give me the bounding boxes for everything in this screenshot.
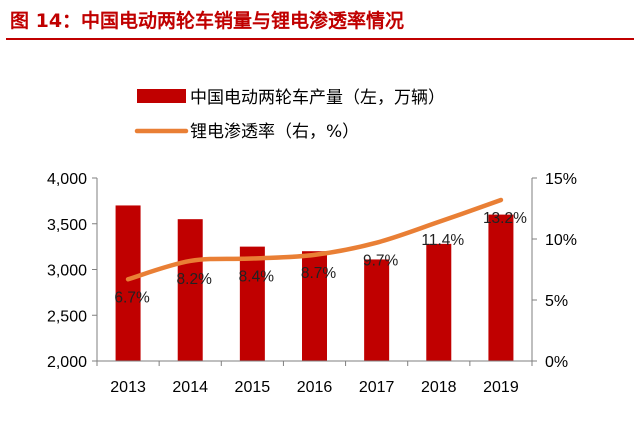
left-tick-label: 4,000 [47, 171, 87, 188]
data-label-2014: 8.2% [177, 271, 213, 288]
penetration-line [125, 197, 504, 282]
bar-2017 [364, 259, 390, 361]
data-label-2018: 11.4% [421, 232, 464, 249]
left-tick-label: 2,500 [47, 308, 87, 325]
bar-2016 [302, 251, 327, 361]
title-underline [6, 38, 634, 40]
bar-2013 [115, 205, 141, 361]
right-tick-label: 0% [545, 354, 568, 371]
right-tick-label: 10% [545, 232, 577, 249]
x-tick-label: 2013 [110, 379, 146, 396]
left-tick-label: 2,000 [47, 354, 87, 371]
x-tick-label: 2018 [421, 379, 457, 396]
data-label-2016: 8.7% [301, 265, 337, 282]
x-tick-label: 2017 [359, 379, 395, 396]
x-tick-label: 2014 [172, 379, 208, 396]
data-label-2015: 8.4% [239, 269, 275, 286]
legend-label-bar: 中国电动两轮车产量（左，万辆） [190, 88, 445, 108]
x-tick-label: 2019 [483, 379, 519, 396]
right-tick-label: 5% [545, 293, 568, 310]
x-tick-label: 2016 [297, 379, 333, 396]
data-label-2017: 9.7% [363, 253, 399, 270]
bar-2014 [177, 219, 203, 361]
axes: 2,000 2,500 3,000 3,500 4,000 0% 5% 10% 15% 2013 2… [47, 171, 577, 396]
legend: 中国电动两轮车产量（左，万辆） 锂电渗透率（右，%） [134, 88, 445, 142]
bar-2019 [488, 214, 514, 361]
right-tick-label: 15% [545, 171, 577, 188]
bar-series [115, 205, 514, 361]
figure-title: 图 14：中国电动两轮车销量与锂电渗透率情况 [10, 10, 405, 32]
left-tick-label: 3,500 [47, 217, 87, 234]
legend-swatch-bar [137, 89, 186, 103]
line-series [125, 197, 504, 282]
data-labels: 6.7% 8.2% 8.4% 8.7% 9.7% 11.4% 13.2% [114, 210, 527, 306]
data-label-2019: 13.2% [483, 210, 527, 227]
data-label-2013: 6.7% [114, 289, 150, 306]
left-tick-label: 3,000 [47, 263, 87, 280]
bar-2015 [239, 246, 265, 361]
bar-2018 [426, 243, 452, 361]
legend-label-line: 锂电渗透率（右，%） [190, 122, 359, 142]
x-tick-label: 2015 [235, 379, 271, 396]
